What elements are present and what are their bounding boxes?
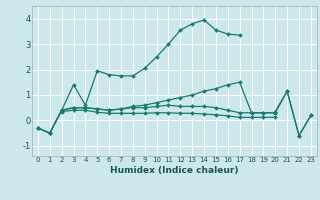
X-axis label: Humidex (Indice chaleur): Humidex (Indice chaleur) bbox=[110, 166, 239, 175]
